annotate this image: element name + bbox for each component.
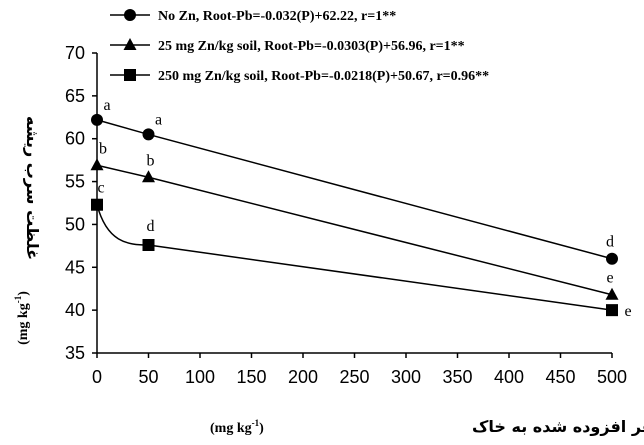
data-point (90, 158, 104, 171)
series-line (96, 164, 613, 296)
series-group: a a d b b e c d e (90, 97, 632, 320)
x-tick-label: 150 (236, 367, 266, 387)
significance-letter: a (155, 111, 162, 128)
x-tick-label: 400 (494, 367, 524, 387)
x-tick-label: 300 (391, 367, 421, 387)
legend-label: 250 mg Zn/kg soil, Root-Pb=-0.0218(P)+50… (158, 69, 489, 84)
series-circle: a a d (91, 97, 618, 265)
legend-item: 25 mg Zn/kg soil, Root-Pb=-0.0303(P)+56.… (110, 38, 465, 54)
y-axis-unit: (mg kg-1) (13, 291, 31, 345)
y-unit-open: (mg kg (16, 303, 31, 345)
series-triangle: b b e (90, 140, 619, 300)
y-tick-label: 60 (65, 129, 85, 149)
y-tick-label: 45 (65, 257, 85, 277)
x-tick-label: 500 (597, 367, 627, 387)
legend-label: No Zn, Root-Pb=-0.032(P)+62.22, r=1** (158, 9, 396, 24)
x-unit-close: ) (259, 421, 264, 436)
data-point (142, 170, 155, 183)
legend-label: 25 mg Zn/kg soil, Root-Pb=-0.0303(P)+56.… (158, 39, 465, 54)
significance-letter: e (606, 270, 613, 287)
data-point (606, 252, 618, 265)
significance-letter: a (103, 97, 110, 114)
y-tick-label: 65 (65, 86, 85, 106)
legend-marker (124, 9, 136, 21)
y-tick-label: 35 (65, 343, 85, 363)
significance-letter: b (147, 152, 155, 169)
legend-marker (123, 38, 137, 50)
x-tick-label: 0 (92, 367, 102, 387)
x-tick-label: 50 (138, 367, 158, 387)
axes: 35 40 45 50 55 60 65 70 0 50 100 150 200 250 300 350 400… (65, 43, 627, 387)
y-tick-label: 40 (65, 300, 85, 320)
legend-marker (124, 69, 136, 81)
data-point (606, 304, 618, 317)
x-tick-label: 250 (339, 367, 369, 387)
x-tick-label: 100 (185, 367, 215, 387)
series-line (96, 204, 613, 311)
y-tick-label: 50 (65, 214, 85, 234)
y-tick-label: 55 (65, 172, 85, 192)
legend-item: No Zn, Root-Pb=-0.032(P)+62.22, r=1** (110, 9, 396, 24)
y-tick-label: 70 (65, 43, 85, 63)
x-tick-label: 350 (442, 367, 472, 387)
data-point (91, 113, 103, 126)
x-tick-label: 450 (545, 367, 575, 387)
significance-letter: c (97, 180, 104, 197)
y-unit-sup: -1 (13, 295, 23, 303)
data-point (142, 128, 155, 141)
legend-item: 250 mg Zn/kg soil, Root-Pb=-0.0218(P)+50… (110, 69, 489, 84)
x-axis-title: فسفر افزوده شده به خاک (472, 417, 644, 436)
x-unit-open: (mg kg (210, 421, 252, 436)
y-axis-title: غلظت سرب ریشه (23, 116, 42, 260)
y-unit-close: ) (16, 291, 31, 296)
data-point (91, 198, 103, 211)
significance-letter: d (147, 218, 155, 235)
series-line (96, 119, 613, 260)
series-square: c d e (91, 180, 632, 320)
data-point (142, 239, 155, 251)
x-unit-sup: -1 (252, 418, 260, 428)
significance-letter: e (624, 303, 631, 320)
legend: No Zn, Root-Pb=-0.032(P)+62.22, r=1** 25 … (110, 9, 489, 84)
significance-letter: b (99, 140, 107, 157)
data-point (605, 287, 619, 300)
significance-letter: d (606, 234, 614, 251)
x-tick-label: 200 (288, 367, 318, 387)
x-axis-unit: (mg kg-1) (210, 418, 264, 436)
